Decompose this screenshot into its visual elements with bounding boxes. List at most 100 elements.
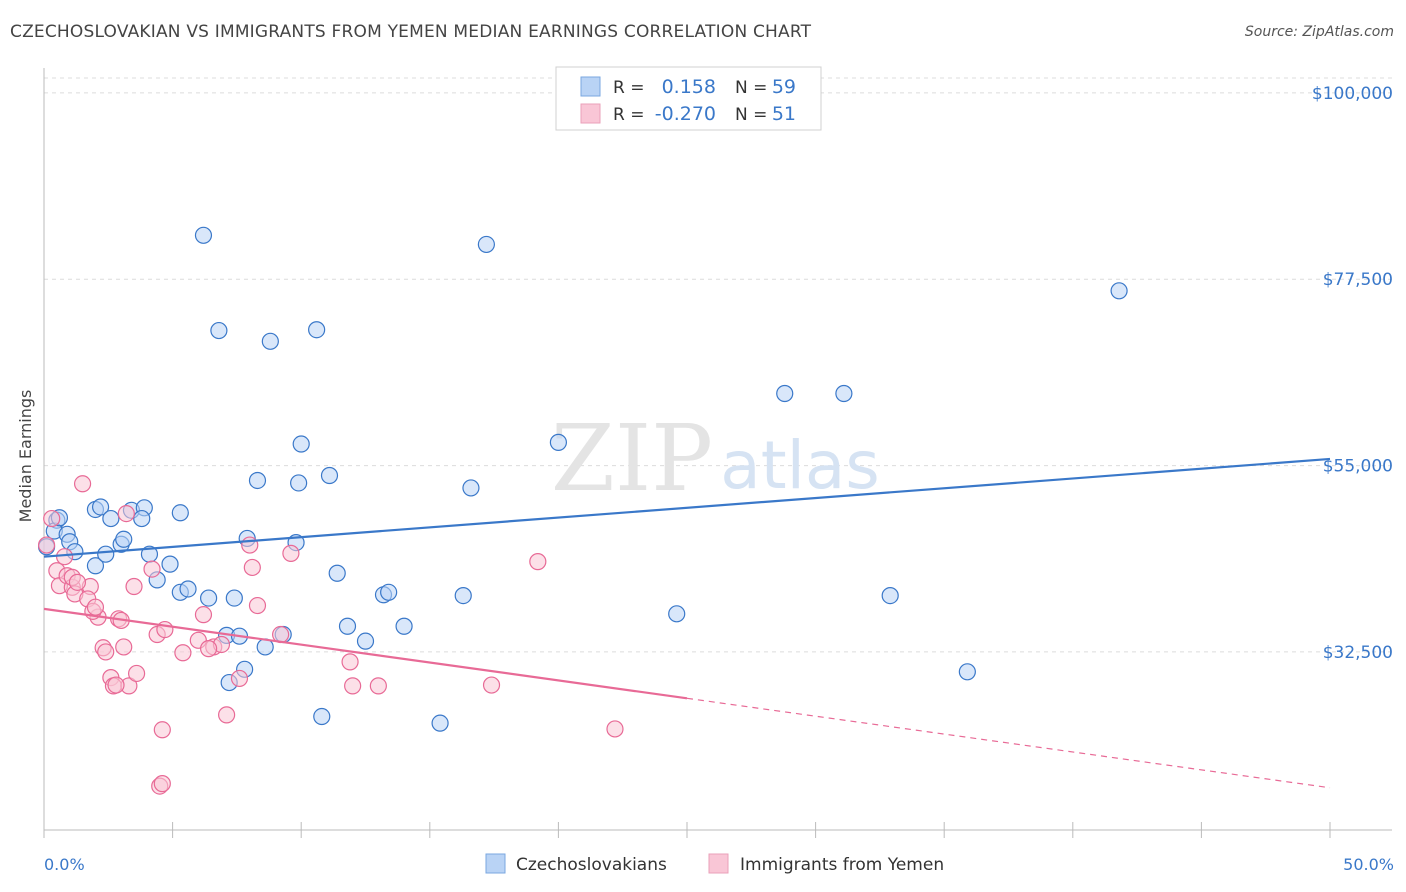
trend-line-yemen-extrapolated [686,697,1331,789]
yemen-point [174,644,192,662]
y-axis-label: Median Earnings [16,390,35,523]
legend-r-value-2: -0.270 [655,103,716,125]
yemen-point [127,664,146,683]
yemen-point [241,536,259,554]
yemen-point [606,720,624,738]
czechoslovakians-point [881,587,899,605]
yemen-point [344,677,362,695]
legend-n-label-1: N = [735,78,767,98]
trend-line-yemen [43,607,688,700]
czechoslovakians-point [292,435,310,453]
yemen-point [248,596,267,615]
legend-n-value-2: 51 [772,103,796,125]
yemen-point [194,606,213,624]
legend-n-value-1: 59 [772,76,796,98]
y-tick-label: $55,000 [1323,457,1393,477]
czechoslovakians-point [328,564,346,582]
czechoslovakians-point [308,321,326,339]
yemen-point [73,475,92,493]
bottom-legend-swatch-blue [485,853,506,874]
yemen-point [43,509,61,528]
czechoslovakians-point [261,332,279,350]
legend-swatch-blue [580,76,601,97]
bottom-legend-swatch-pink [708,853,729,874]
czechoslovakians-point [210,321,228,340]
y-tick-label: $32,500 [1323,643,1393,663]
yemen-point [282,544,300,562]
czechoslovakians-point [431,714,449,732]
yemen-point [218,706,236,724]
x-tick-label-end: 50.0% [1343,855,1394,874]
czechoslovakians-point [454,587,472,605]
yemen-point [153,775,171,793]
series-yemen-points [37,475,624,795]
czechoslovakians-point [477,235,495,254]
watermark-zip: ZIP [551,405,713,512]
yemen-point [115,638,133,656]
czechoslovakians-point [338,617,357,635]
czechoslovakians-point [225,589,243,607]
correlation-legend: R = 0.158 N = 59 R = -0.270 N = 51 [555,66,822,131]
yemen-point [143,560,161,578]
yemen-point [86,598,105,616]
legend-r-label-1: R = [613,78,644,98]
czechoslovakians-point [356,632,375,650]
trend-lines [43,457,1331,789]
yemen-point [117,505,135,523]
czechoslovakians-point [91,498,110,516]
series-legend: Czechoslovakians Immigrants from Yemen [485,853,944,875]
czechoslovakians-point [133,509,151,528]
legend-swatch-pink [580,103,601,124]
watermark-atlas: atlas [720,427,880,504]
legend-r-value-1: 0.158 [662,76,716,98]
yemen-point [153,721,171,739]
czechoslovakians-point [395,617,413,635]
yemen-point [230,669,249,688]
source-note: Source: ZipAtlas.com [1244,24,1394,40]
y-tick-label: $100,000 [1312,84,1393,104]
czechoslovakians-point [161,555,179,573]
series-czechoslovakians-points [37,226,1128,732]
yemen-point [68,573,87,591]
yemen-point [369,677,387,695]
yemen-point [55,548,74,566]
y-axis-tick-labels: $32,500 $55,000 $77,500 $100,000 [1312,84,1393,663]
czechoslovakians-point [290,474,308,492]
x-axis-ticks [43,822,1331,838]
trend-line-czechoslovakians [43,457,1331,558]
legend-n-label-2: N = [735,105,767,125]
czechoslovakians-point [115,530,133,548]
czechoslovakians-point [1110,282,1128,300]
yemen-point [97,643,115,661]
czechoslovakians-point [320,466,339,485]
czechoslovakians-point [200,589,218,607]
x-tick-label-start: 0.0% [44,855,85,874]
chart-title: CZECHOSLOVAKIAN VS IMMIGRANTS FROM YEMEN… [10,22,812,42]
czechoslovakians-point [248,471,267,490]
yemen-point [200,640,218,658]
czechoslovakians-point [313,707,331,726]
czechoslovakians-point [462,479,480,497]
yemen-point [107,676,125,694]
yemen-point [243,558,261,577]
czechoslovakians-point [86,557,105,575]
czechoslovakians-point [179,580,197,598]
czechoslovakians-point [171,504,189,522]
bottom-legend-label-czechoslovakians: Czechoslovakians [516,855,667,875]
yemen-point [125,577,143,596]
czechoslovakians-point [835,384,853,403]
czechoslovakians-point [194,226,213,244]
czechoslovakians-point [549,433,568,451]
yemen-point [341,653,359,671]
yemen-point [37,536,56,554]
czechoslovakians-point [380,583,398,601]
czechoslovakians-point [958,663,976,681]
czechoslovakians-point [668,605,686,623]
yemen-point [529,553,547,571]
czechoslovakians-point [97,545,115,563]
bottom-legend-label-yemen: Immigrants from Yemen [740,855,944,875]
y-tick-label: $77,500 [1323,270,1393,290]
czechoslovakians-point [776,384,794,403]
yemen-point [482,676,501,694]
